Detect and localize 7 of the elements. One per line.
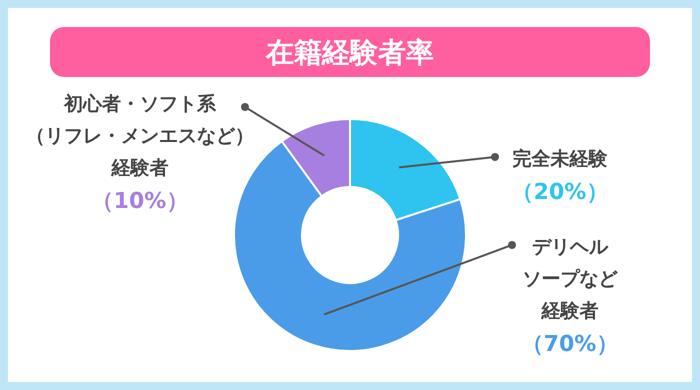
- data-label: （20%）: [512, 180, 608, 205]
- slice-label: 完全未経験: [512, 148, 608, 170]
- data-label: （70%）: [522, 332, 618, 357]
- slice-label: デリヘルソープなど経験者: [522, 236, 618, 322]
- data-label: （10%）: [92, 189, 188, 214]
- slice-label: 初心者・ソフト系（リフレ・メンエスなど）経験者: [26, 93, 254, 179]
- chart-title: 在籍経験者率: [265, 36, 434, 69]
